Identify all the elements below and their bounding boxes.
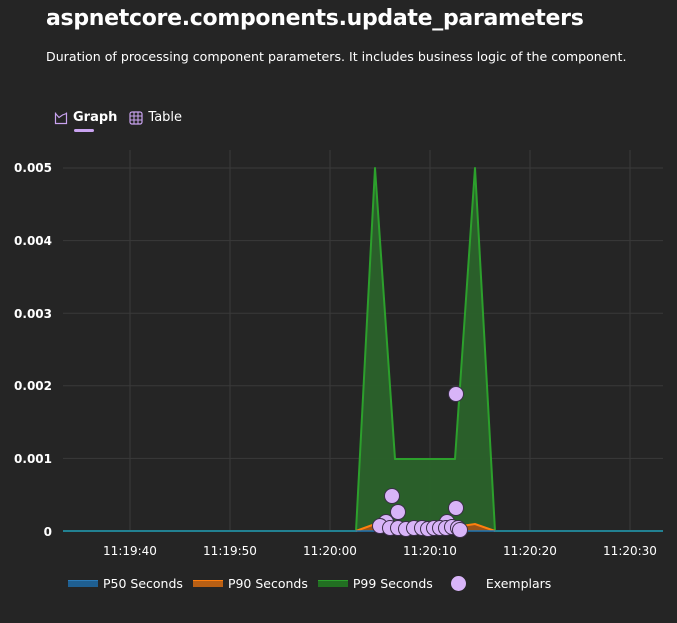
y-tick: 0.005 xyxy=(14,161,52,175)
legend-label: P90 Seconds xyxy=(227,576,308,591)
tab-graph-label: Graph xyxy=(73,110,118,125)
exemplar-point[interactable] xyxy=(448,386,464,402)
tab-table[interactable]: Table xyxy=(129,110,182,131)
y-axis: 0.005 0.004 0.003 0.002 0.001 0 xyxy=(14,161,52,539)
view-tabs: Graph Table xyxy=(54,110,182,132)
p99-series-line xyxy=(63,167,663,532)
page-title: aspnetcore.components.update_parameters xyxy=(46,6,584,31)
y-tick: 0.001 xyxy=(14,452,52,466)
x-tick: 11:19:40 xyxy=(103,544,157,558)
x-axis: 11:19:40 11:19:50 11:20:00 11:20:10 11:2… xyxy=(103,544,657,558)
p90-swatch-icon xyxy=(192,580,223,587)
exemplar-point[interactable] xyxy=(390,504,406,520)
tab-graph[interactable]: Graph xyxy=(54,110,118,132)
x-tick: 11:20:00 xyxy=(303,544,357,558)
x-tick: 11:20:20 xyxy=(503,544,557,558)
table-grid-icon xyxy=(129,110,144,125)
p99-swatch-icon xyxy=(317,580,348,587)
exemplar-points[interactable] xyxy=(372,386,468,538)
x-tick: 11:20:10 xyxy=(403,544,457,558)
p99-series-area xyxy=(356,168,495,531)
legend-label: P50 Seconds xyxy=(103,576,183,591)
legend-item-exemplars[interactable]: Exemplars xyxy=(443,576,552,591)
y-tick: 0.004 xyxy=(14,234,52,248)
y-tick: 0.002 xyxy=(14,379,52,393)
exemplar-point[interactable] xyxy=(452,522,468,538)
exemplar-point[interactable] xyxy=(448,500,464,516)
chart-icon xyxy=(54,112,68,124)
y-tick: 0.003 xyxy=(14,307,52,321)
exemplar-dot-icon xyxy=(450,576,466,591)
legend-item-p50[interactable]: P50 Seconds xyxy=(68,576,183,591)
p50-swatch-icon xyxy=(68,580,98,587)
exemplar-point[interactable] xyxy=(384,488,400,504)
metric-description: Duration of processing component paramet… xyxy=(46,49,627,64)
legend-item-p90[interactable]: P90 Seconds xyxy=(192,576,308,591)
chart-legend: P50 Seconds P90 Seconds P99 Seconds Exem… xyxy=(68,576,561,591)
legend-label: P99 Seconds xyxy=(352,576,433,591)
x-tick: 11:20:30 xyxy=(603,544,657,558)
legend-item-p99[interactable]: P99 Seconds xyxy=(317,576,433,591)
legend-label: Exemplars xyxy=(485,576,552,591)
x-tick: 11:19:50 xyxy=(203,544,257,558)
y-tick: 0 xyxy=(44,525,52,539)
tab-table-label: Table xyxy=(148,110,183,125)
